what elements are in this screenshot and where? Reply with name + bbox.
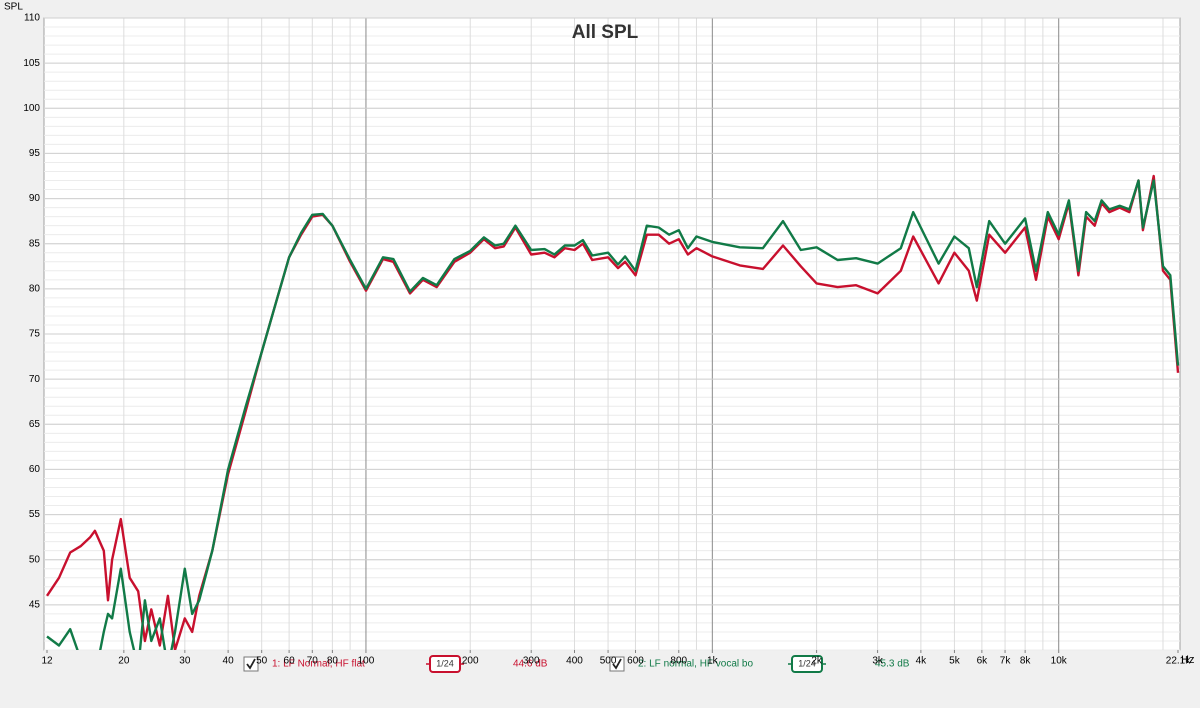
- x-tick-label: 50: [256, 656, 268, 667]
- x-tick-label: 4k: [916, 656, 928, 667]
- x-tick-label: 70: [307, 656, 319, 667]
- y-tick-label: 85: [29, 238, 41, 249]
- legend-level: 44.6 dB: [513, 659, 548, 670]
- legend: 1: LF Normal, HF flat 1/24 44.6 dB 2: LF no…: [243, 655, 910, 673]
- x-tick-label: 60: [284, 656, 296, 667]
- x-tick-label: 500: [600, 656, 617, 667]
- x-tick-label: 6k: [977, 656, 989, 667]
- smoothing-box[interactable]: [429, 655, 461, 673]
- smoothing-label: 1/24: [798, 658, 816, 668]
- x-tick-label: 40: [223, 656, 235, 667]
- y-tick-label: 100: [23, 103, 40, 114]
- checkmark: [612, 658, 622, 670]
- series-line: [46, 179, 1180, 650]
- x-tick-label: 200: [462, 656, 479, 667]
- y-tick-label: 70: [29, 374, 41, 385]
- smoothing-label: 1/24: [436, 658, 454, 668]
- x-tick-label: 12: [41, 656, 53, 667]
- x-tick-label: 22.1k: [1166, 656, 1191, 667]
- checkmark: [246, 658, 256, 670]
- grid: [44, 17, 1180, 653]
- x-tick-label: 10k: [1051, 656, 1068, 667]
- x-tick-label: 5k: [949, 656, 961, 667]
- x-tick-label: 3k: [872, 656, 884, 667]
- chart-title: All SPL: [572, 22, 639, 43]
- x-tick-label: 300: [523, 656, 540, 667]
- y-tick-label: 80: [29, 283, 41, 294]
- x-tick-label: 600: [627, 656, 644, 667]
- legend-label: 1: LF Normal, HF flat: [272, 659, 365, 670]
- x-tick-label: 800: [670, 656, 687, 667]
- x-tick-label: 30: [179, 656, 191, 667]
- y-axis-label: SPL: [4, 2, 23, 13]
- legend-level: 45.3 dB: [875, 659, 910, 670]
- x-tick-label: 20: [118, 656, 130, 667]
- x-tick-label: 400: [566, 656, 583, 667]
- y-tick-label: 50: [29, 554, 41, 565]
- series-line: [46, 174, 1180, 650]
- y-tick-label: 105: [23, 58, 40, 69]
- series-layer: [46, 174, 1180, 650]
- x-tick-label: 100: [358, 656, 375, 667]
- y-tick-label: 95: [29, 148, 41, 159]
- x-tick-label: 80: [327, 656, 339, 667]
- y-tick-label: 65: [29, 419, 41, 430]
- legend-label: 2: LF normal, HF vocal bo: [638, 659, 753, 670]
- y-tick-label: 45: [29, 599, 41, 610]
- smoothing-box[interactable]: [791, 655, 823, 673]
- x-axis-unit: Hz: [1181, 654, 1194, 666]
- y-tick-label: 110: [24, 13, 40, 24]
- x-tick-label: 8k: [1020, 656, 1032, 667]
- y-tick-label: 55: [29, 509, 41, 520]
- x-tick-label: 2k: [811, 656, 823, 667]
- x-tick-label: 7k: [1000, 656, 1012, 667]
- y-tick-label: 90: [29, 193, 41, 204]
- y-tick-label: 60: [29, 464, 41, 475]
- x-tick-label: 1k: [707, 656, 719, 667]
- y-tick-label: 75: [29, 329, 41, 340]
